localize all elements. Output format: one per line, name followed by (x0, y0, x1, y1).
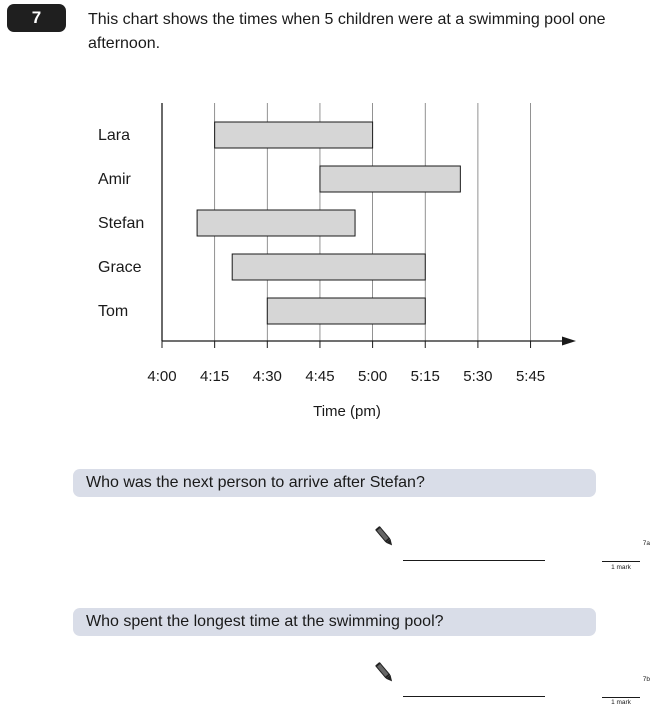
category-label: Amir (98, 171, 132, 188)
tick-label: 4:45 (305, 368, 334, 385)
bars (196, 121, 461, 325)
bar-lara (214, 121, 374, 149)
category-labels: Lara Amir Stefan Grace Tom (98, 127, 144, 320)
tick-label: 4:30 (253, 368, 282, 385)
category-label: Tom (98, 303, 128, 320)
mark-box-line-7b (602, 697, 640, 698)
answer-line-7a[interactable] (403, 560, 545, 561)
bar-tom (266, 297, 426, 325)
question-7a-text: Who was the next person to arrive after … (86, 474, 425, 491)
x-axis-label: Time (pm) (313, 403, 381, 420)
bar-grace (231, 253, 426, 281)
mark-box-line-7a (602, 561, 640, 562)
tick-label: 5:45 (516, 368, 545, 385)
category-label: Grace (98, 259, 142, 276)
tick-label: 5:30 (463, 368, 492, 385)
question-ref-7b: 7b (642, 676, 650, 683)
gantt-chart: Lara Amir Stefan Grace Tom 4:00 4:15 4:30 4:45 5… (98, 103, 576, 420)
bar-stefan (196, 209, 356, 237)
x-axis (162, 336, 576, 346)
answer-line-7b[interactable] (403, 696, 545, 697)
category-label: Stefan (98, 215, 144, 232)
question-ref-7a: 7a (642, 540, 650, 547)
category-label: Lara (98, 127, 130, 144)
tick-label: 4:00 (147, 368, 176, 385)
tick-labels: 4:00 4:15 4:30 4:45 5:00 5:15 5:30 5:45 (147, 368, 545, 385)
question-text: This chart shows the times when 5 childr… (88, 11, 606, 52)
pencil-icon (375, 662, 393, 682)
question-7a-box: Who was the next person to arrive after … (73, 469, 596, 497)
tick-label: 5:15 (411, 368, 440, 385)
bar-amir (319, 165, 461, 193)
tick-label: 5:00 (358, 368, 387, 385)
axis-arrow (562, 336, 576, 346)
question-7b-text: Who spent the longest time at the swimmi… (86, 613, 444, 630)
pencil-icon (375, 526, 393, 546)
question-number: 7 (7, 4, 66, 32)
tick-label: 4:15 (200, 368, 229, 385)
mark-label-7a: 1 mark (611, 564, 631, 571)
mark-label-7b: 1 mark (611, 699, 631, 706)
question-7b-box: Who spent the longest time at the swimmi… (73, 608, 596, 636)
